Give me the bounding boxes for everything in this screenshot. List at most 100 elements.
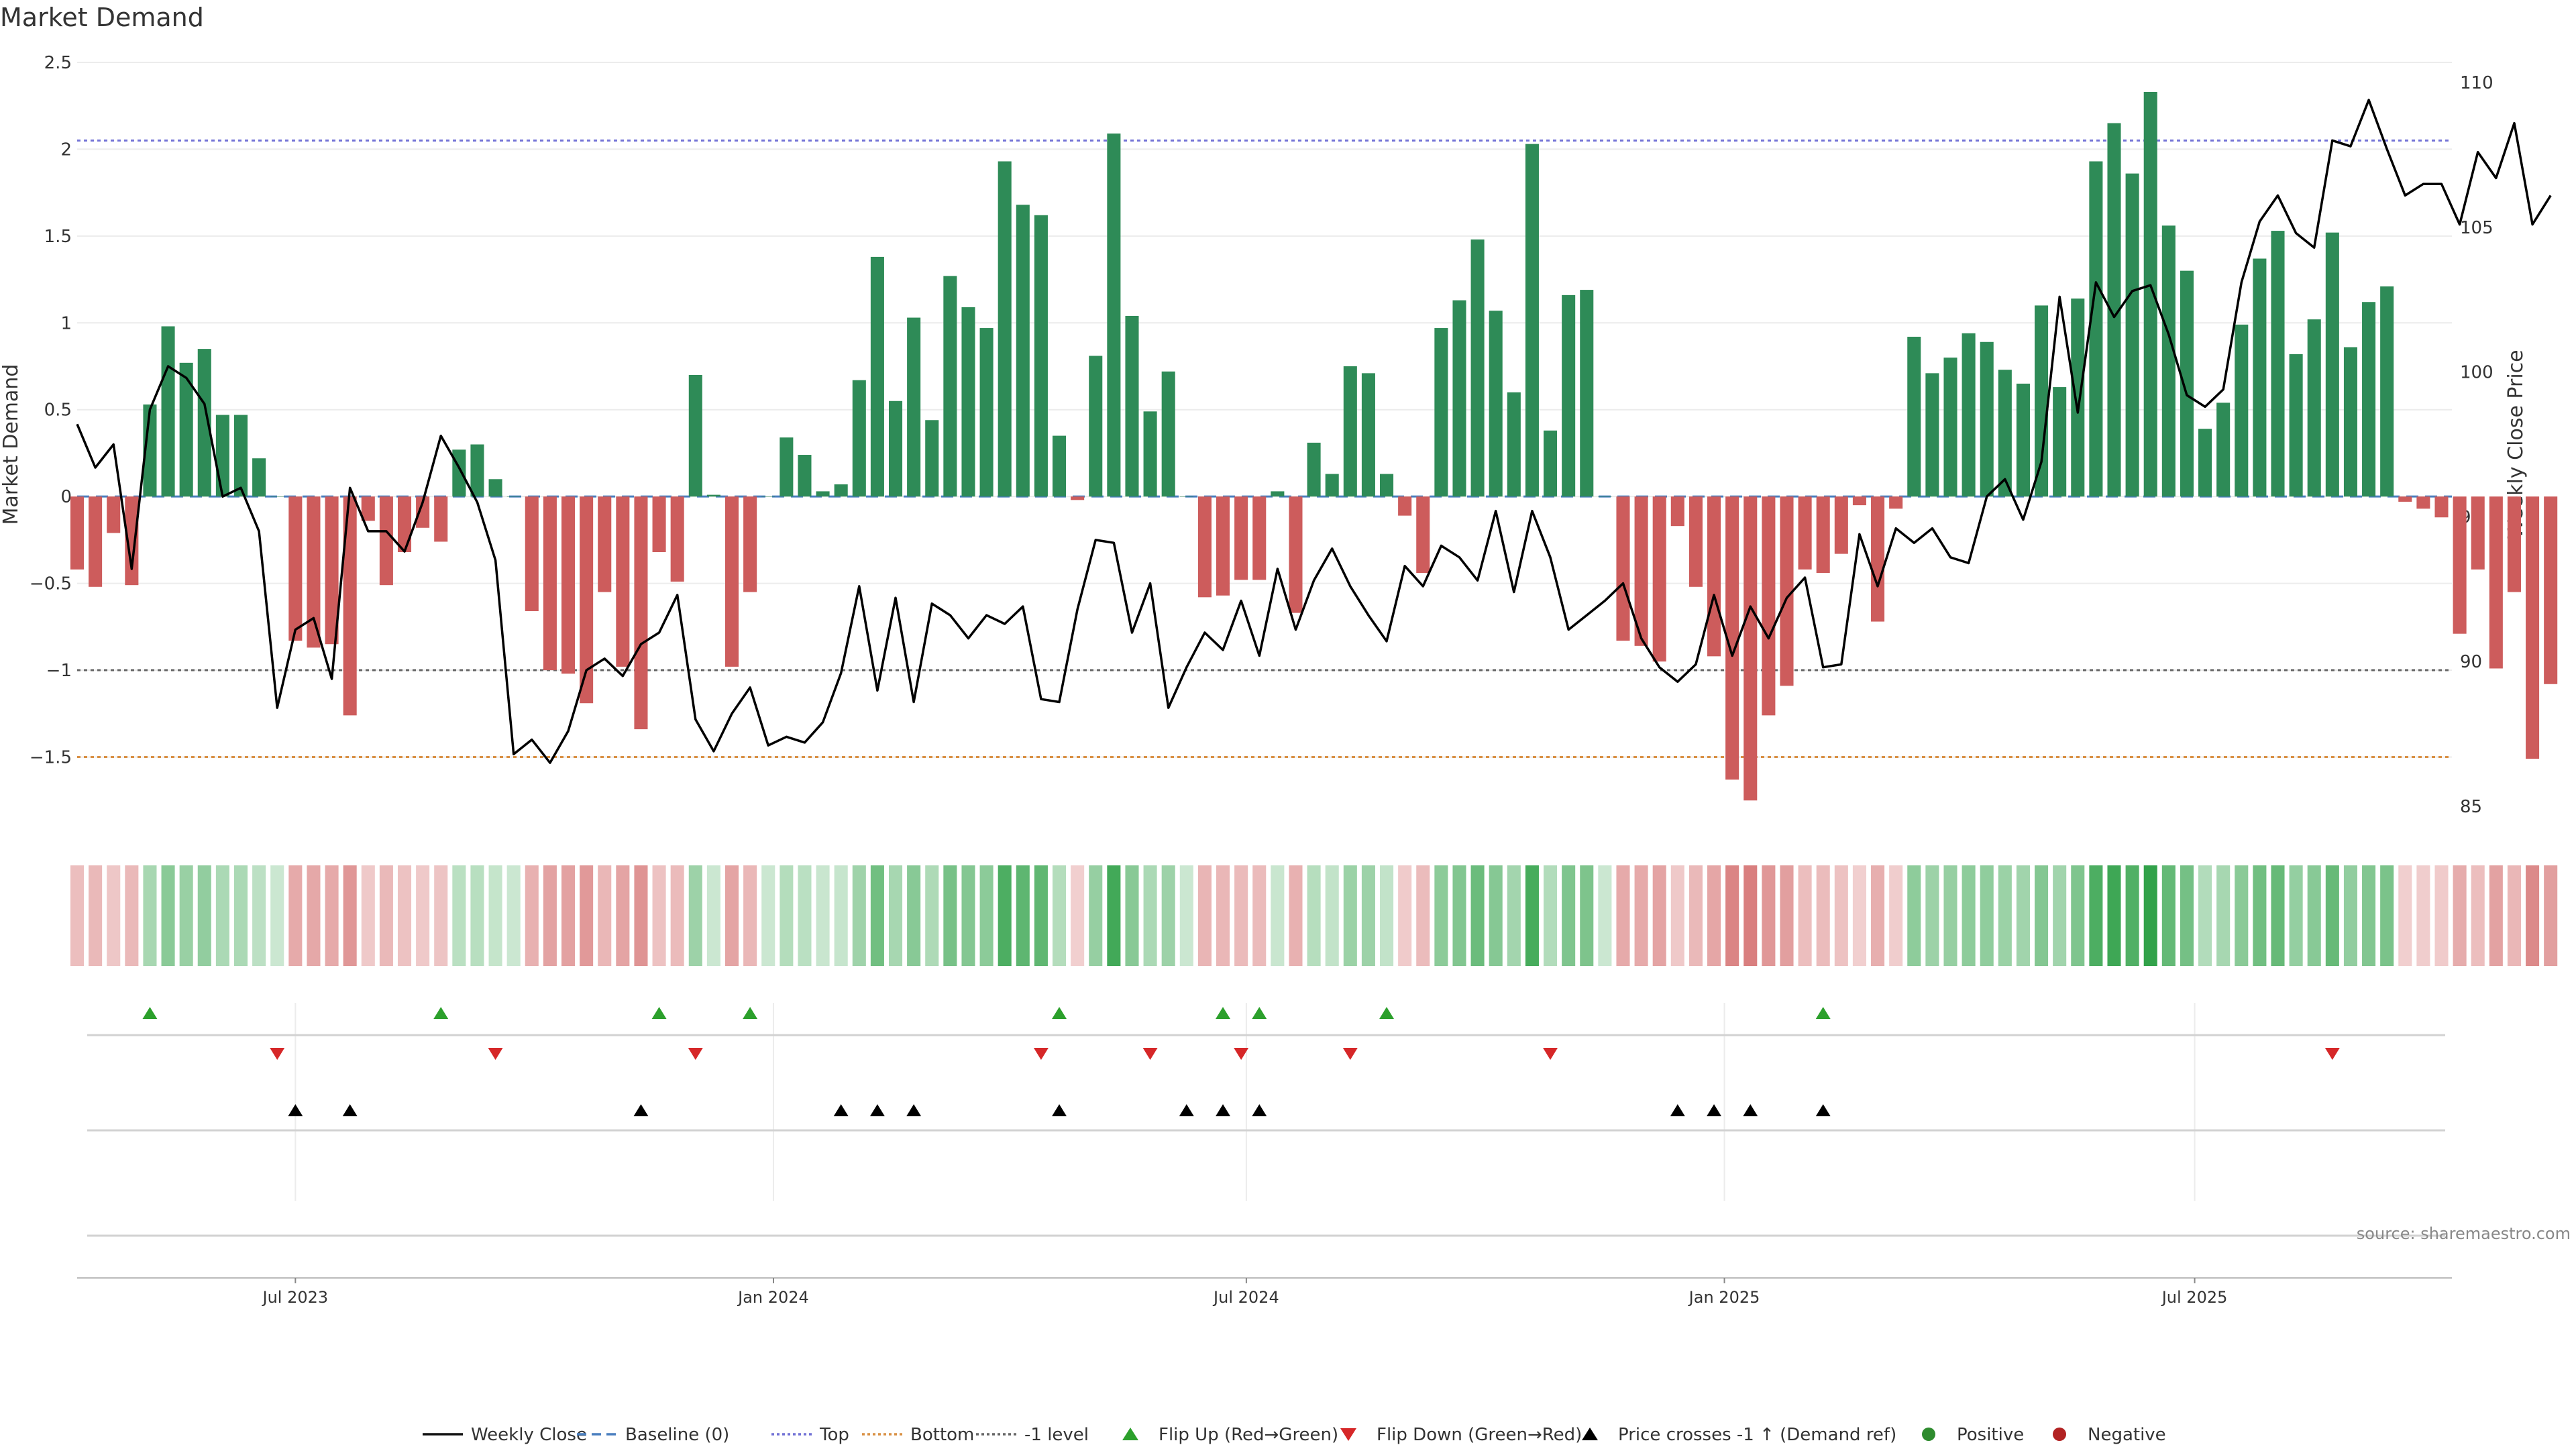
demand-bar-negative — [525, 496, 539, 612]
heat-cell — [1361, 865, 1375, 966]
demand-bar-negative — [543, 496, 557, 671]
heat-cell — [379, 865, 393, 966]
demand-bar-positive — [2343, 347, 2357, 497]
heat-cell — [470, 865, 484, 966]
demand-bar-negative — [1780, 496, 1794, 686]
demand-bar-positive — [488, 479, 502, 497]
demand-bar-negative — [1834, 496, 1848, 554]
demand-bar-positive — [961, 307, 975, 497]
demand-bar-positive — [852, 380, 866, 497]
demand-bar-positive — [197, 349, 211, 497]
demand-bar-positive — [688, 374, 702, 497]
demand-bar-negative — [743, 496, 757, 592]
demand-bar-negative — [107, 496, 121, 533]
y-tick-label: −1 — [46, 661, 72, 681]
demand-bar-negative — [1634, 496, 1648, 646]
price-cross-marker — [1179, 1104, 1194, 1116]
demand-bar-negative — [1416, 496, 1430, 574]
heat-cell — [1271, 865, 1285, 966]
demand-bar-positive — [1598, 496, 1612, 497]
heat-cell — [1016, 865, 1030, 966]
flip-up-marker — [1216, 1007, 1231, 1019]
heat-cell — [1544, 865, 1558, 966]
demand-bar-negative — [1852, 496, 1866, 506]
heat-cell — [2507, 865, 2521, 966]
flip-up-marker — [142, 1007, 158, 1019]
heat-cell — [888, 865, 903, 966]
demand-bar-negative — [1197, 496, 1212, 598]
demand-bar-negative — [1688, 496, 1703, 587]
demand-bar-positive — [1052, 435, 1067, 497]
heat-cell — [1252, 865, 1267, 966]
price-cross-marker — [833, 1104, 849, 1116]
demand-bar-negative — [1707, 496, 1721, 657]
y-tick-label: −0.5 — [30, 574, 72, 594]
heat-cell — [1816, 865, 1830, 966]
heat-cell — [1725, 865, 1739, 966]
heat-cell — [1507, 865, 1521, 966]
legend-label: Top — [819, 1425, 849, 1445]
demand-bar-positive — [2271, 231, 2285, 497]
heat-cell — [143, 865, 157, 966]
flip-up-marker — [1379, 1007, 1395, 1019]
heat-cell — [1907, 865, 1921, 966]
heat-cell — [1688, 865, 1703, 966]
legend-label: Weekly Close — [471, 1425, 587, 1445]
heat-cell — [761, 865, 775, 966]
heat-cell — [580, 865, 594, 966]
demand-bar-negative — [379, 496, 393, 586]
demand-bar-positive — [1016, 205, 1030, 497]
legend-label: Bottom — [910, 1425, 974, 1445]
heat-cell — [1525, 865, 1539, 966]
weekly-close-line — [76, 99, 2552, 764]
demand-bar-negative — [1798, 496, 1812, 570]
demand-bar-negative — [724, 496, 739, 667]
demand-bar-positive — [2071, 299, 2085, 497]
heat-cell — [452, 865, 466, 966]
heat-cell — [2253, 865, 2267, 966]
heat-cell — [1197, 865, 1212, 966]
demand-bar-positive — [1489, 311, 1503, 497]
demand-bar-positive — [1125, 315, 1139, 497]
demand-bar-positive — [1034, 215, 1048, 497]
demand-bar-negative — [1725, 496, 1739, 780]
demand-bar-positive — [2198, 429, 2212, 497]
price-cross-marker — [906, 1104, 922, 1116]
heat-cell — [1216, 865, 1230, 966]
x-tick-label: Jan 2024 — [737, 1288, 809, 1307]
demand-bar-positive — [2380, 286, 2394, 497]
heat-cell — [1325, 865, 1339, 966]
heat-cell — [724, 865, 739, 966]
demand-bar-negative — [361, 496, 375, 521]
legend-label: Price crosses -1 ↑ (Demand ref) — [1618, 1425, 1896, 1445]
flip-up-marker — [1052, 1007, 1067, 1019]
price-cross-marker — [869, 1104, 885, 1116]
heat-cell — [197, 865, 211, 966]
heat-cell — [1852, 865, 1866, 966]
legend-swatch-dot — [2053, 1428, 2066, 1441]
demand-bar-negative — [1234, 496, 1248, 580]
heat-cell — [488, 865, 502, 966]
price-cross-marker — [1743, 1104, 1758, 1116]
heat-cell — [1489, 865, 1503, 966]
heat-cell — [543, 865, 557, 966]
heat-cell — [2216, 865, 2231, 966]
demand-bar-positive — [252, 458, 266, 497]
y-tick-label: 2.5 — [44, 53, 72, 73]
demand-bar-negative — [2453, 496, 2467, 634]
heat-cell — [1179, 865, 1193, 966]
y2-tick-label: 110 — [2460, 73, 2493, 93]
heat-cell — [2271, 865, 2285, 966]
heat-cell — [2471, 865, 2485, 966]
heat-cell — [1452, 865, 1466, 966]
heat-cell — [397, 865, 412, 966]
heat-cell — [1634, 865, 1648, 966]
heat-cell — [2325, 865, 2339, 966]
demand-bar-positive — [1470, 239, 1485, 497]
heat-cell — [1980, 865, 1994, 966]
demand-bar-negative — [1252, 496, 1267, 580]
legend-swatch-triangle-up — [1582, 1428, 1598, 1440]
heat-cell — [2489, 865, 2503, 966]
heat-cell — [652, 865, 666, 966]
